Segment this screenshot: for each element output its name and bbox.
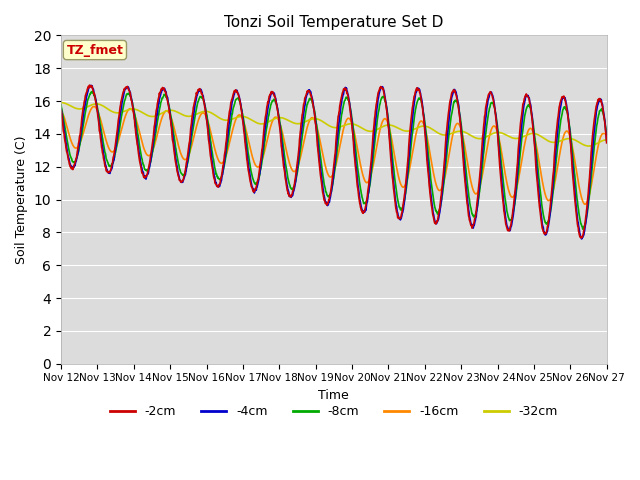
-16cm (179, 155, 187, 161)
-4cm (419, 105, 427, 111)
-2cm (490, 103, 498, 109)
-16cm (581, 201, 589, 207)
-4cm (490, 100, 498, 106)
Legend: -2cm, -4cm, -8cm, -16cm, -32cm: -2cm, -4cm, -8cm, -16cm, -32cm (104, 400, 563, 423)
-32cm (490, 131, 497, 136)
-16cm (538, 178, 546, 183)
-16cm (603, 131, 611, 137)
-2cm (603, 140, 611, 146)
X-axis label: Time: Time (319, 389, 349, 402)
-4cm (179, 180, 187, 185)
-8cm (419, 105, 427, 111)
-16cm (57, 109, 65, 115)
-32cm (239, 114, 247, 120)
Line: -8cm: -8cm (61, 92, 607, 229)
-4cm (538, 221, 546, 227)
-8cm (240, 118, 248, 124)
-2cm (86, 82, 93, 88)
-16cm (419, 119, 427, 125)
-32cm (165, 108, 173, 113)
-16cm (166, 111, 173, 117)
-32cm (538, 134, 546, 140)
-8cm (57, 102, 65, 108)
-32cm (57, 100, 65, 106)
-16cm (90, 104, 97, 109)
-32cm (419, 123, 426, 129)
-8cm (88, 89, 95, 95)
-4cm (603, 138, 611, 144)
Line: -2cm: -2cm (61, 85, 607, 238)
Title: Tonzi Soil Temperature Set D: Tonzi Soil Temperature Set D (224, 15, 444, 30)
-32cm (585, 143, 593, 149)
-4cm (87, 83, 95, 88)
-8cm (179, 172, 187, 178)
-32cm (603, 137, 611, 143)
-32cm (179, 112, 186, 118)
-4cm (166, 106, 173, 112)
Line: -32cm: -32cm (61, 103, 607, 146)
Y-axis label: Soil Temperature (C): Soil Temperature (C) (15, 135, 28, 264)
-4cm (240, 124, 248, 130)
Line: -4cm: -4cm (61, 85, 607, 239)
-8cm (603, 132, 611, 138)
-16cm (490, 123, 498, 129)
-8cm (538, 204, 546, 210)
Line: -16cm: -16cm (61, 107, 607, 204)
Text: TZ_fmet: TZ_fmet (67, 44, 124, 57)
-8cm (579, 226, 587, 232)
-4cm (57, 107, 65, 112)
-2cm (240, 128, 248, 134)
-2cm (166, 110, 173, 116)
-4cm (578, 236, 586, 242)
-2cm (179, 178, 187, 184)
-2cm (419, 107, 427, 113)
-8cm (166, 105, 173, 110)
-2cm (577, 235, 585, 241)
-8cm (490, 103, 498, 109)
-2cm (538, 225, 546, 231)
-16cm (240, 119, 248, 125)
-2cm (57, 108, 65, 113)
